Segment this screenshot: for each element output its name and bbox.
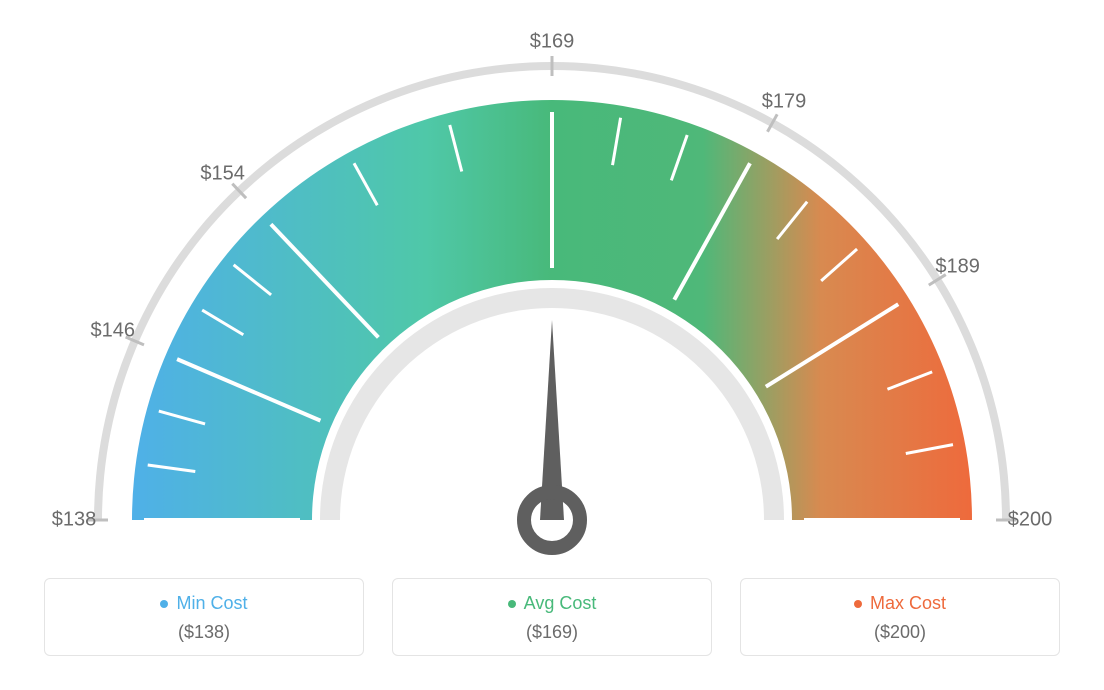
legend-item-avg: Avg Cost ($169) xyxy=(392,578,712,656)
legend-item-min: Min Cost ($138) xyxy=(44,578,364,656)
legend: Min Cost ($138) Avg Cost ($169) Max Cost… xyxy=(0,578,1104,656)
dot-icon xyxy=(160,600,168,608)
gauge-tick-label: $138 xyxy=(52,509,97,532)
legend-title-min: Min Cost xyxy=(55,593,353,614)
legend-value-avg: ($169) xyxy=(403,622,701,643)
legend-title-max: Max Cost xyxy=(751,593,1049,614)
dot-icon xyxy=(854,600,862,608)
gauge-tick-label: $200 xyxy=(1008,509,1053,532)
legend-label: Max Cost xyxy=(870,593,946,614)
legend-label: Min Cost xyxy=(176,593,247,614)
legend-value-min: ($138) xyxy=(55,622,353,643)
legend-value-max: ($200) xyxy=(751,622,1049,643)
gauge-tick-label: $189 xyxy=(935,256,980,279)
dot-icon xyxy=(508,600,516,608)
gauge-tick-label: $146 xyxy=(90,320,135,343)
gauge-tick-label: $179 xyxy=(762,91,807,114)
gauge-tick-label: $154 xyxy=(200,162,245,185)
legend-item-max: Max Cost ($200) xyxy=(740,578,1060,656)
legend-title-avg: Avg Cost xyxy=(403,593,701,614)
gauge-chart: $138 $146 $154 $169 $179 $189 $200 xyxy=(0,0,1104,570)
gauge-tick-label: $169 xyxy=(530,31,575,54)
gauge-svg xyxy=(0,0,1104,570)
legend-label: Avg Cost xyxy=(524,593,597,614)
